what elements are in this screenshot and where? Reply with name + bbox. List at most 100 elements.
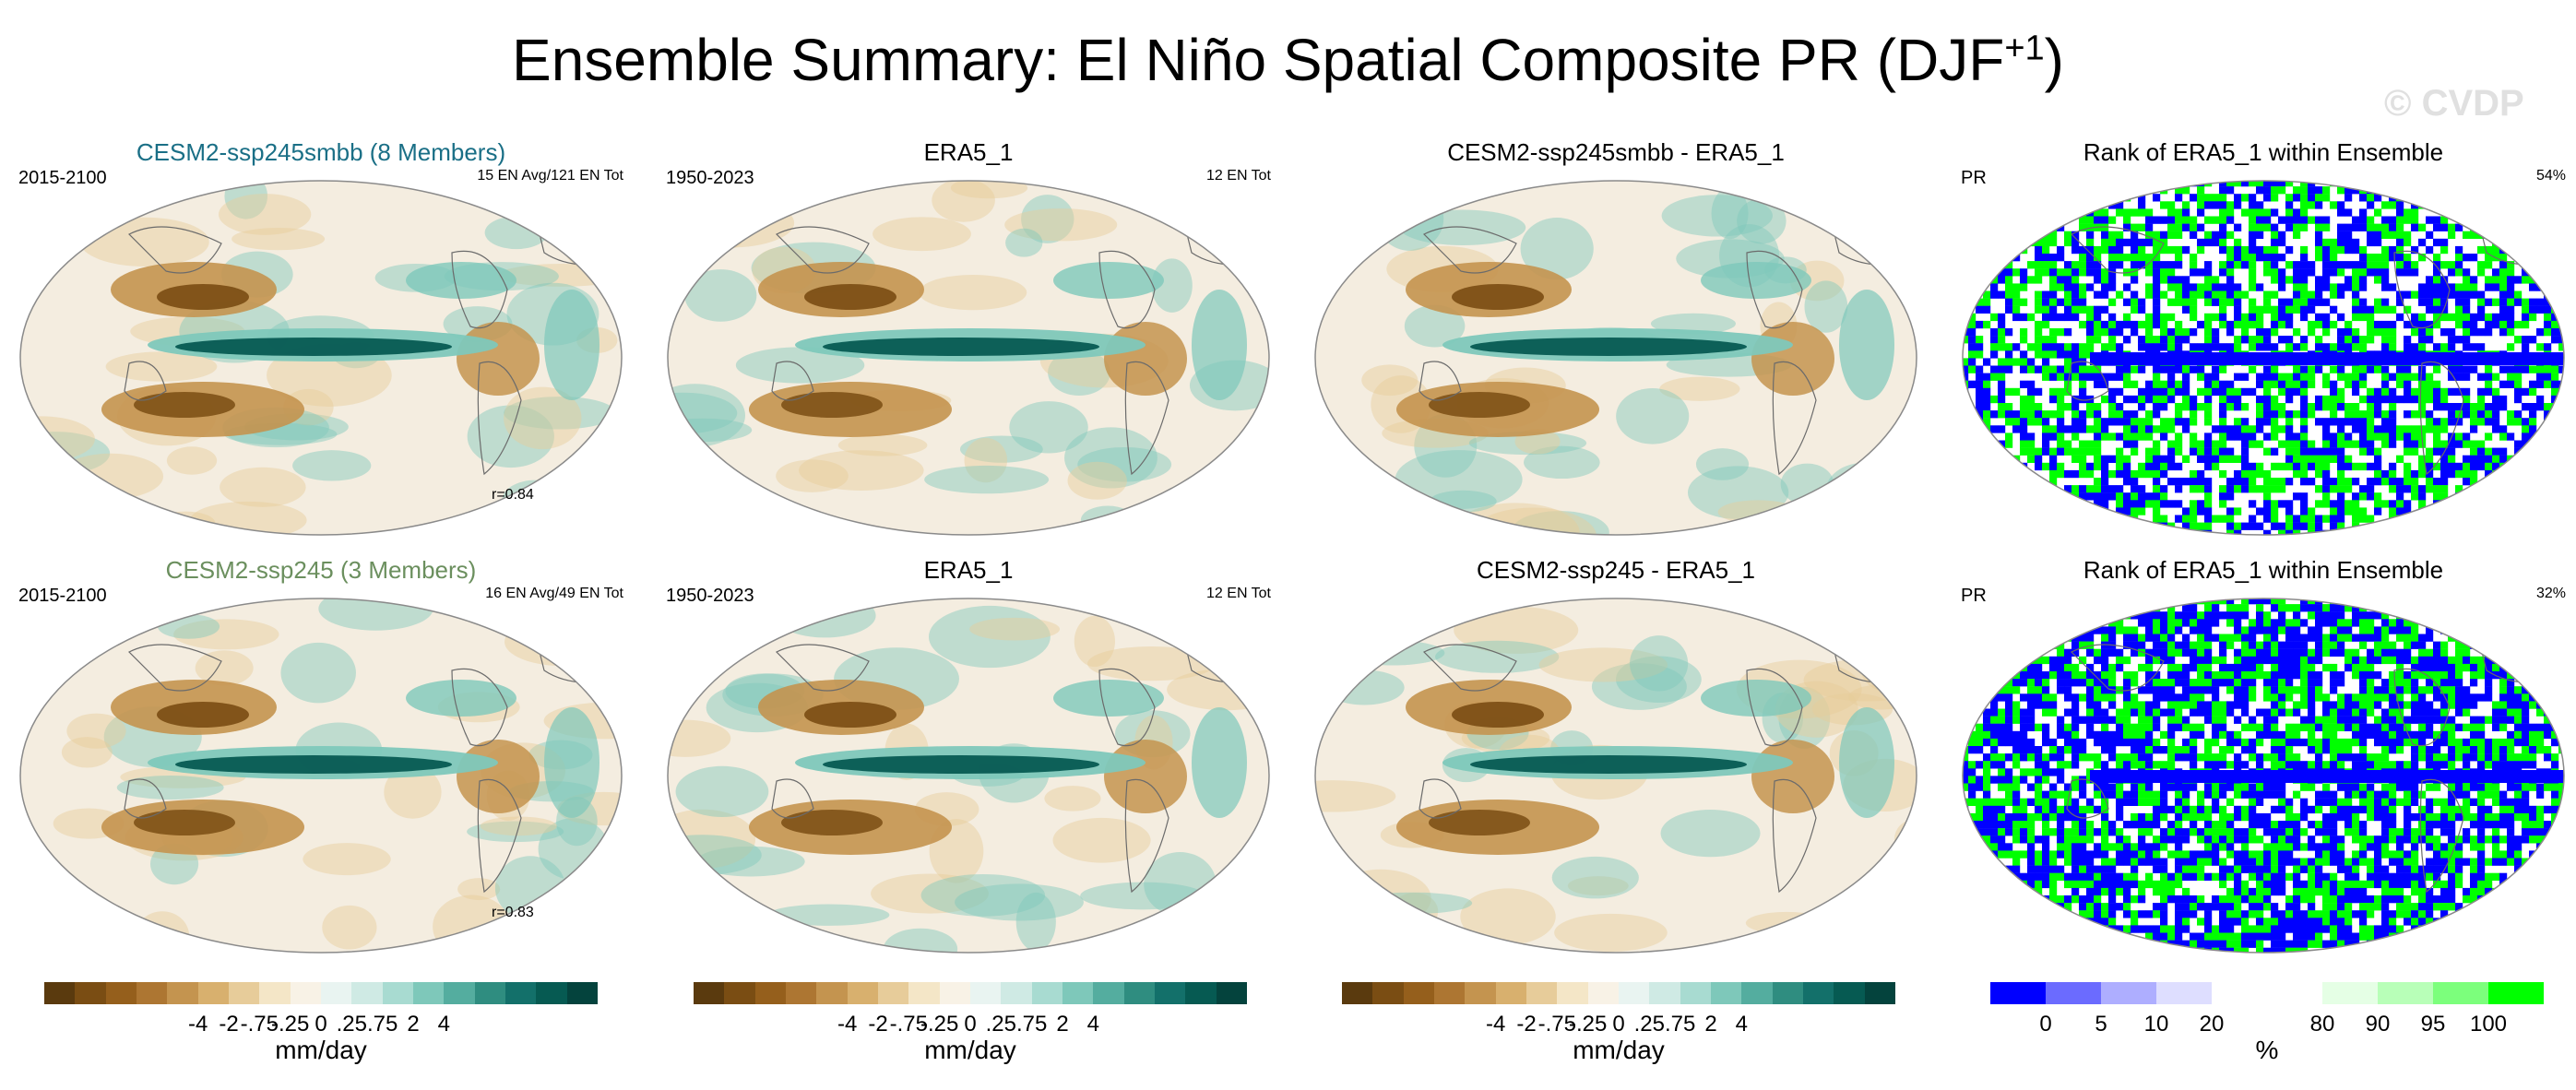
rank-cell	[2020, 328, 2028, 337]
rank-cell	[2492, 395, 2500, 404]
rank-cell	[2477, 723, 2486, 731]
rank-cell	[2234, 320, 2242, 329]
rank-cell	[2064, 313, 2072, 322]
rank-cell	[2433, 223, 2441, 231]
rank-cell	[2558, 507, 2564, 515]
rank-cell	[2389, 283, 2397, 291]
rank-cell	[1963, 478, 1969, 486]
rank-cell	[2374, 387, 2382, 397]
rank-cell	[2308, 455, 2316, 463]
rank-cell	[2256, 328, 2264, 337]
rank-cell	[2330, 320, 2338, 329]
rank-cell	[2285, 194, 2294, 202]
rank-cell	[2367, 529, 2375, 535]
rank-cell	[2094, 373, 2102, 381]
rank-cell	[2470, 515, 2478, 523]
rank-cell	[2315, 679, 2323, 687]
rank-cell	[2411, 529, 2419, 535]
rank-cell	[2300, 701, 2309, 709]
rank-cell	[2057, 410, 2065, 419]
rank-cell	[2226, 380, 2235, 388]
rank-cell	[2448, 365, 2456, 373]
rank-cell	[2389, 254, 2397, 262]
rank-cell	[2057, 492, 2065, 501]
rank-cell	[2042, 598, 2050, 605]
rank-cell	[2153, 761, 2161, 769]
rank-cell	[2049, 708, 2058, 717]
rank-cell	[2027, 261, 2036, 269]
rank-cell	[2492, 611, 2500, 620]
rank-cell	[2071, 283, 2080, 291]
rank-cell	[2071, 604, 2080, 612]
rank-cell	[1976, 223, 1984, 231]
rank-cell	[2064, 298, 2072, 306]
rank-cell	[2123, 181, 2131, 187]
rank-cell	[2440, 753, 2449, 762]
rank-cell	[2131, 671, 2139, 680]
rank-cell	[2108, 485, 2117, 493]
rank-cell	[1963, 761, 1969, 769]
rank-cell	[2396, 313, 2404, 322]
rank-cell	[2182, 812, 2190, 822]
rank-cell	[2094, 500, 2102, 508]
rank-cell	[2035, 598, 2043, 605]
rank-cell	[2131, 598, 2139, 605]
rank-cell	[2263, 181, 2272, 187]
rank-cell	[1976, 812, 1984, 822]
rank-cell	[2020, 283, 2028, 291]
rank-cell	[2322, 663, 2331, 672]
rank-cell	[2499, 283, 2508, 291]
rank-cell	[2027, 447, 2036, 456]
rank-cell	[2352, 515, 2360, 523]
rank-cell	[2529, 216, 2537, 224]
rank-cell	[2477, 290, 2486, 299]
rank-cell	[2035, 336, 2043, 344]
rank-cell	[2190, 679, 2198, 687]
rank-cell	[2322, 380, 2331, 388]
rank-cell	[2433, 403, 2441, 411]
rank-cell	[2433, 216, 2441, 224]
rank-cell	[1976, 373, 1984, 381]
rank-cell	[2241, 522, 2250, 530]
rank-cell	[2190, 708, 2198, 717]
rank-cell	[2522, 716, 2530, 724]
rank-cell	[2448, 373, 2456, 381]
rank-cell	[2108, 783, 2117, 791]
rank-cell	[2352, 380, 2360, 388]
rank-cell	[2108, 313, 2117, 322]
rank-cell	[2322, 373, 2331, 381]
rank-cell	[2101, 648, 2109, 657]
rank-cell	[2293, 261, 2301, 269]
rank-cell	[2064, 730, 2072, 740]
rank-cell	[2352, 693, 2360, 702]
rank-cell	[2204, 261, 2213, 269]
rank-cell	[2308, 201, 2316, 209]
rank-cell	[1976, 798, 1984, 806]
anomaly-blob	[781, 810, 883, 835]
rank-cell	[2138, 522, 2146, 530]
coastline	[1746, 250, 1803, 329]
field-blob	[969, 617, 1061, 641]
rank-cell	[2433, 395, 2441, 404]
rank-cell	[2027, 440, 2036, 448]
rank-cell	[2544, 663, 2552, 672]
coastline	[1419, 361, 1462, 401]
rank-cell	[2263, 186, 2272, 195]
rank-cell	[2204, 619, 2213, 627]
rank-cell	[2101, 686, 2109, 694]
rank-cell	[2234, 686, 2242, 694]
rank-cell	[2426, 626, 2434, 634]
rank-cell	[2463, 410, 2471, 419]
rank-cell	[2241, 313, 2250, 322]
rank-cell	[2300, 201, 2309, 209]
rank-cell	[2263, 418, 2272, 426]
rank-cell	[1968, 686, 1977, 694]
rank-cell	[2175, 723, 2183, 731]
rank-cell	[2249, 783, 2257, 791]
rank-cell	[2278, 598, 2286, 605]
rank-cell	[2271, 305, 2279, 314]
rank-cell	[2499, 268, 2508, 277]
rank-cell	[2411, 492, 2419, 501]
rank-cell	[2212, 701, 2220, 709]
rank-cell	[2204, 320, 2213, 329]
